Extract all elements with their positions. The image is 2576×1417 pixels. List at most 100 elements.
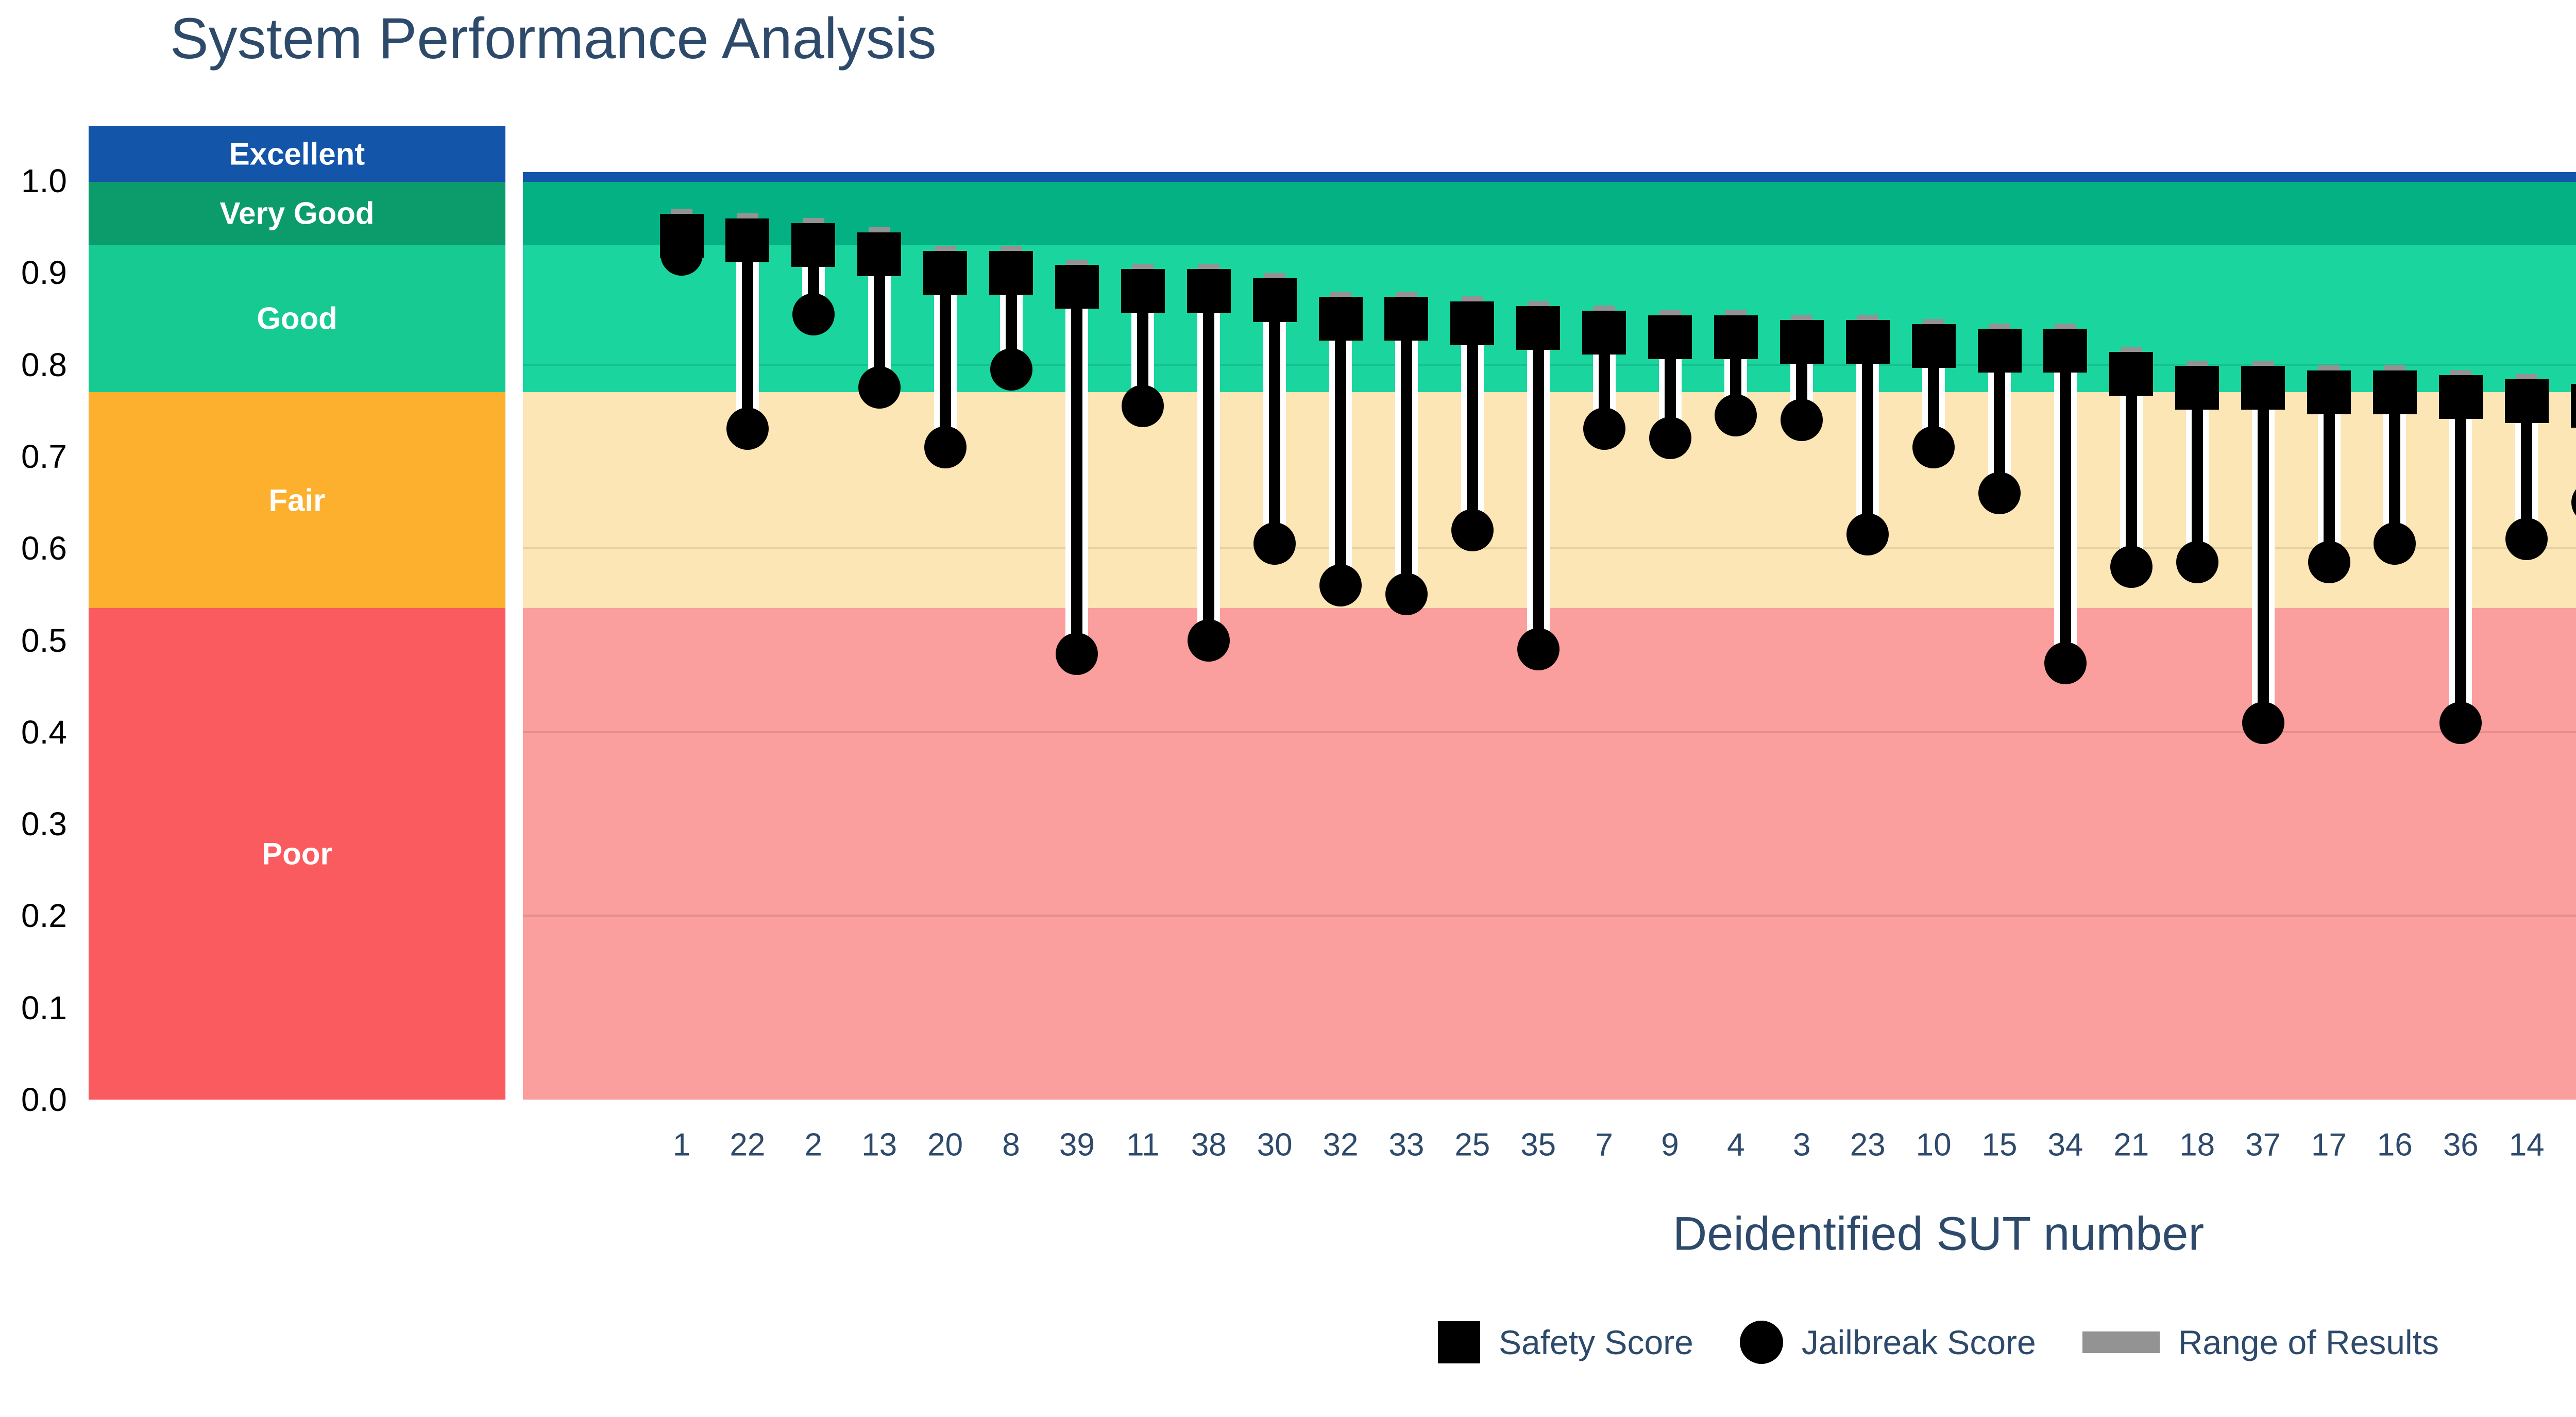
safety-marker-sut-6 bbox=[2570, 384, 2576, 428]
safety-score-square-icon bbox=[1437, 1321, 1480, 1363]
stem bbox=[2455, 397, 2467, 723]
sidebar-band-poor bbox=[89, 608, 505, 1100]
x-tick-sut-25: 25 bbox=[1454, 1127, 1490, 1163]
x-tick-sut-7: 7 bbox=[1595, 1127, 1613, 1163]
x-tick-sut-39: 39 bbox=[1059, 1127, 1095, 1163]
plot-band-poor bbox=[523, 608, 2576, 1100]
stem bbox=[1335, 318, 1346, 585]
y-tick-0.8: 0.8 bbox=[21, 346, 67, 383]
x-tick-sut-23: 23 bbox=[1850, 1127, 1886, 1163]
stem bbox=[2257, 387, 2269, 723]
x-tick-sut-9: 9 bbox=[1661, 1127, 1679, 1163]
stem bbox=[1532, 328, 1544, 650]
legend: Safety Score Jailbreak Score Range of Resu… bbox=[523, 1311, 2576, 1373]
safety-marker-sut-20 bbox=[923, 250, 968, 295]
safety-marker-sut-34 bbox=[2043, 329, 2088, 373]
jailbreak-marker-sut-37 bbox=[2242, 701, 2284, 744]
x-tick-sut-38: 38 bbox=[1191, 1127, 1227, 1163]
y-tick-0.9: 0.9 bbox=[21, 254, 67, 292]
stem bbox=[1928, 346, 1940, 448]
stem bbox=[2389, 392, 2401, 544]
jailbreak-marker-sut-36 bbox=[2439, 701, 2482, 744]
x-tick-sut-32: 32 bbox=[1323, 1127, 1359, 1163]
safety-marker-sut-23 bbox=[1845, 319, 1890, 364]
stem bbox=[741, 240, 753, 429]
safety-marker-sut-21 bbox=[2109, 351, 2154, 396]
x-tick-sut-16: 16 bbox=[2377, 1127, 2413, 1163]
band-label-excellent: Excellent bbox=[229, 137, 365, 172]
gridline-0.2 bbox=[523, 915, 2576, 917]
jailbreak-marker-sut-6 bbox=[2571, 481, 2576, 524]
jailbreak-marker-sut-13 bbox=[858, 366, 901, 409]
legend-item-safety-score: Safety Score bbox=[1437, 1321, 1693, 1363]
y-tick-0.2: 0.2 bbox=[21, 897, 67, 935]
jailbreak-marker-sut-30 bbox=[1253, 522, 1296, 565]
x-tick-sut-14: 14 bbox=[2509, 1127, 2545, 1163]
jailbreak-marker-sut-15 bbox=[1978, 472, 2021, 515]
jailbreak-marker-sut-9 bbox=[1649, 417, 1691, 460]
stem bbox=[1137, 291, 1149, 406]
band-label-very-good: Very Good bbox=[219, 196, 375, 231]
y-tick-0.3: 0.3 bbox=[21, 805, 67, 843]
y-tick-0.5: 0.5 bbox=[21, 621, 67, 659]
safety-marker-sut-7 bbox=[1582, 310, 1626, 355]
jailbreak-marker-sut-17 bbox=[2308, 541, 2350, 583]
safety-marker-sut-30 bbox=[1252, 278, 1297, 323]
x-tick-sut-35: 35 bbox=[1520, 1127, 1556, 1163]
jailbreak-marker-sut-35 bbox=[1517, 628, 1560, 671]
jailbreak-marker-sut-18 bbox=[2176, 541, 2218, 583]
x-tick-sut-11: 11 bbox=[1126, 1127, 1160, 1163]
stem bbox=[2191, 387, 2203, 562]
y-tick-0.6: 0.6 bbox=[21, 530, 67, 567]
jailbreak-marker-sut-22 bbox=[726, 408, 769, 450]
sidebar-band-good bbox=[89, 245, 505, 393]
band-label-poor: Poor bbox=[262, 836, 332, 871]
safety-marker-sut-14 bbox=[2504, 379, 2549, 424]
safety-marker-sut-36 bbox=[2438, 375, 2483, 419]
x-tick-sut-33: 33 bbox=[1388, 1127, 1425, 1163]
stem bbox=[1071, 286, 1083, 654]
band-label-good: Good bbox=[257, 301, 337, 336]
safety-marker-sut-9 bbox=[1648, 315, 1692, 359]
x-tick-sut-30: 30 bbox=[1257, 1127, 1293, 1163]
x-tick-sut-10: 10 bbox=[1916, 1127, 1952, 1163]
jailbreak-marker-sut-2 bbox=[792, 293, 835, 335]
sidebar-band-fair bbox=[89, 392, 505, 609]
x-tick-sut-3: 3 bbox=[1793, 1127, 1811, 1163]
x-tick-sut-37: 37 bbox=[2245, 1127, 2281, 1163]
jailbreak-marker-sut-1 bbox=[660, 233, 703, 276]
safety-marker-sut-22 bbox=[725, 218, 770, 263]
legend-item-range-of-results: Range of Results bbox=[2082, 1323, 2439, 1362]
safety-marker-sut-11 bbox=[1121, 269, 1165, 313]
safety-marker-sut-17 bbox=[2307, 370, 2351, 414]
jailbreak-marker-sut-25 bbox=[1451, 509, 1494, 551]
safety-marker-sut-10 bbox=[1911, 324, 1956, 368]
x-tick-sut-13: 13 bbox=[861, 1127, 897, 1163]
safety-marker-sut-18 bbox=[2175, 365, 2219, 410]
safety-marker-sut-16 bbox=[2372, 370, 2417, 414]
legend-label: Safety Score bbox=[1498, 1323, 1693, 1361]
jailbreak-marker-sut-7 bbox=[1583, 408, 1625, 450]
safety-marker-sut-39 bbox=[1055, 264, 1099, 309]
stem bbox=[1400, 318, 1412, 595]
stem bbox=[1269, 300, 1281, 544]
sidebar-band-very-good bbox=[89, 181, 505, 245]
stem bbox=[2125, 374, 2137, 567]
jailbreak-marker-sut-34 bbox=[2044, 642, 2087, 685]
y-tick-0.7: 0.7 bbox=[21, 437, 67, 475]
safety-marker-sut-38 bbox=[1187, 269, 1231, 313]
jailbreak-marker-sut-4 bbox=[1715, 394, 1757, 436]
x-tick-sut-21: 21 bbox=[2113, 1127, 2149, 1163]
stem bbox=[2323, 392, 2335, 562]
jailbreak-marker-sut-21 bbox=[2110, 545, 2153, 588]
x-tick-sut-15: 15 bbox=[1981, 1127, 2018, 1163]
y-tick-0.1: 0.1 bbox=[21, 989, 67, 1026]
jailbreak-marker-sut-38 bbox=[1188, 619, 1230, 662]
safety-marker-sut-35 bbox=[1516, 306, 1561, 350]
stem bbox=[939, 273, 951, 448]
jailbreak-marker-sut-33 bbox=[1385, 573, 1428, 616]
safety-marker-sut-2 bbox=[791, 223, 836, 267]
gridline-0.4 bbox=[523, 731, 2576, 733]
safety-marker-sut-37 bbox=[2241, 365, 2285, 410]
